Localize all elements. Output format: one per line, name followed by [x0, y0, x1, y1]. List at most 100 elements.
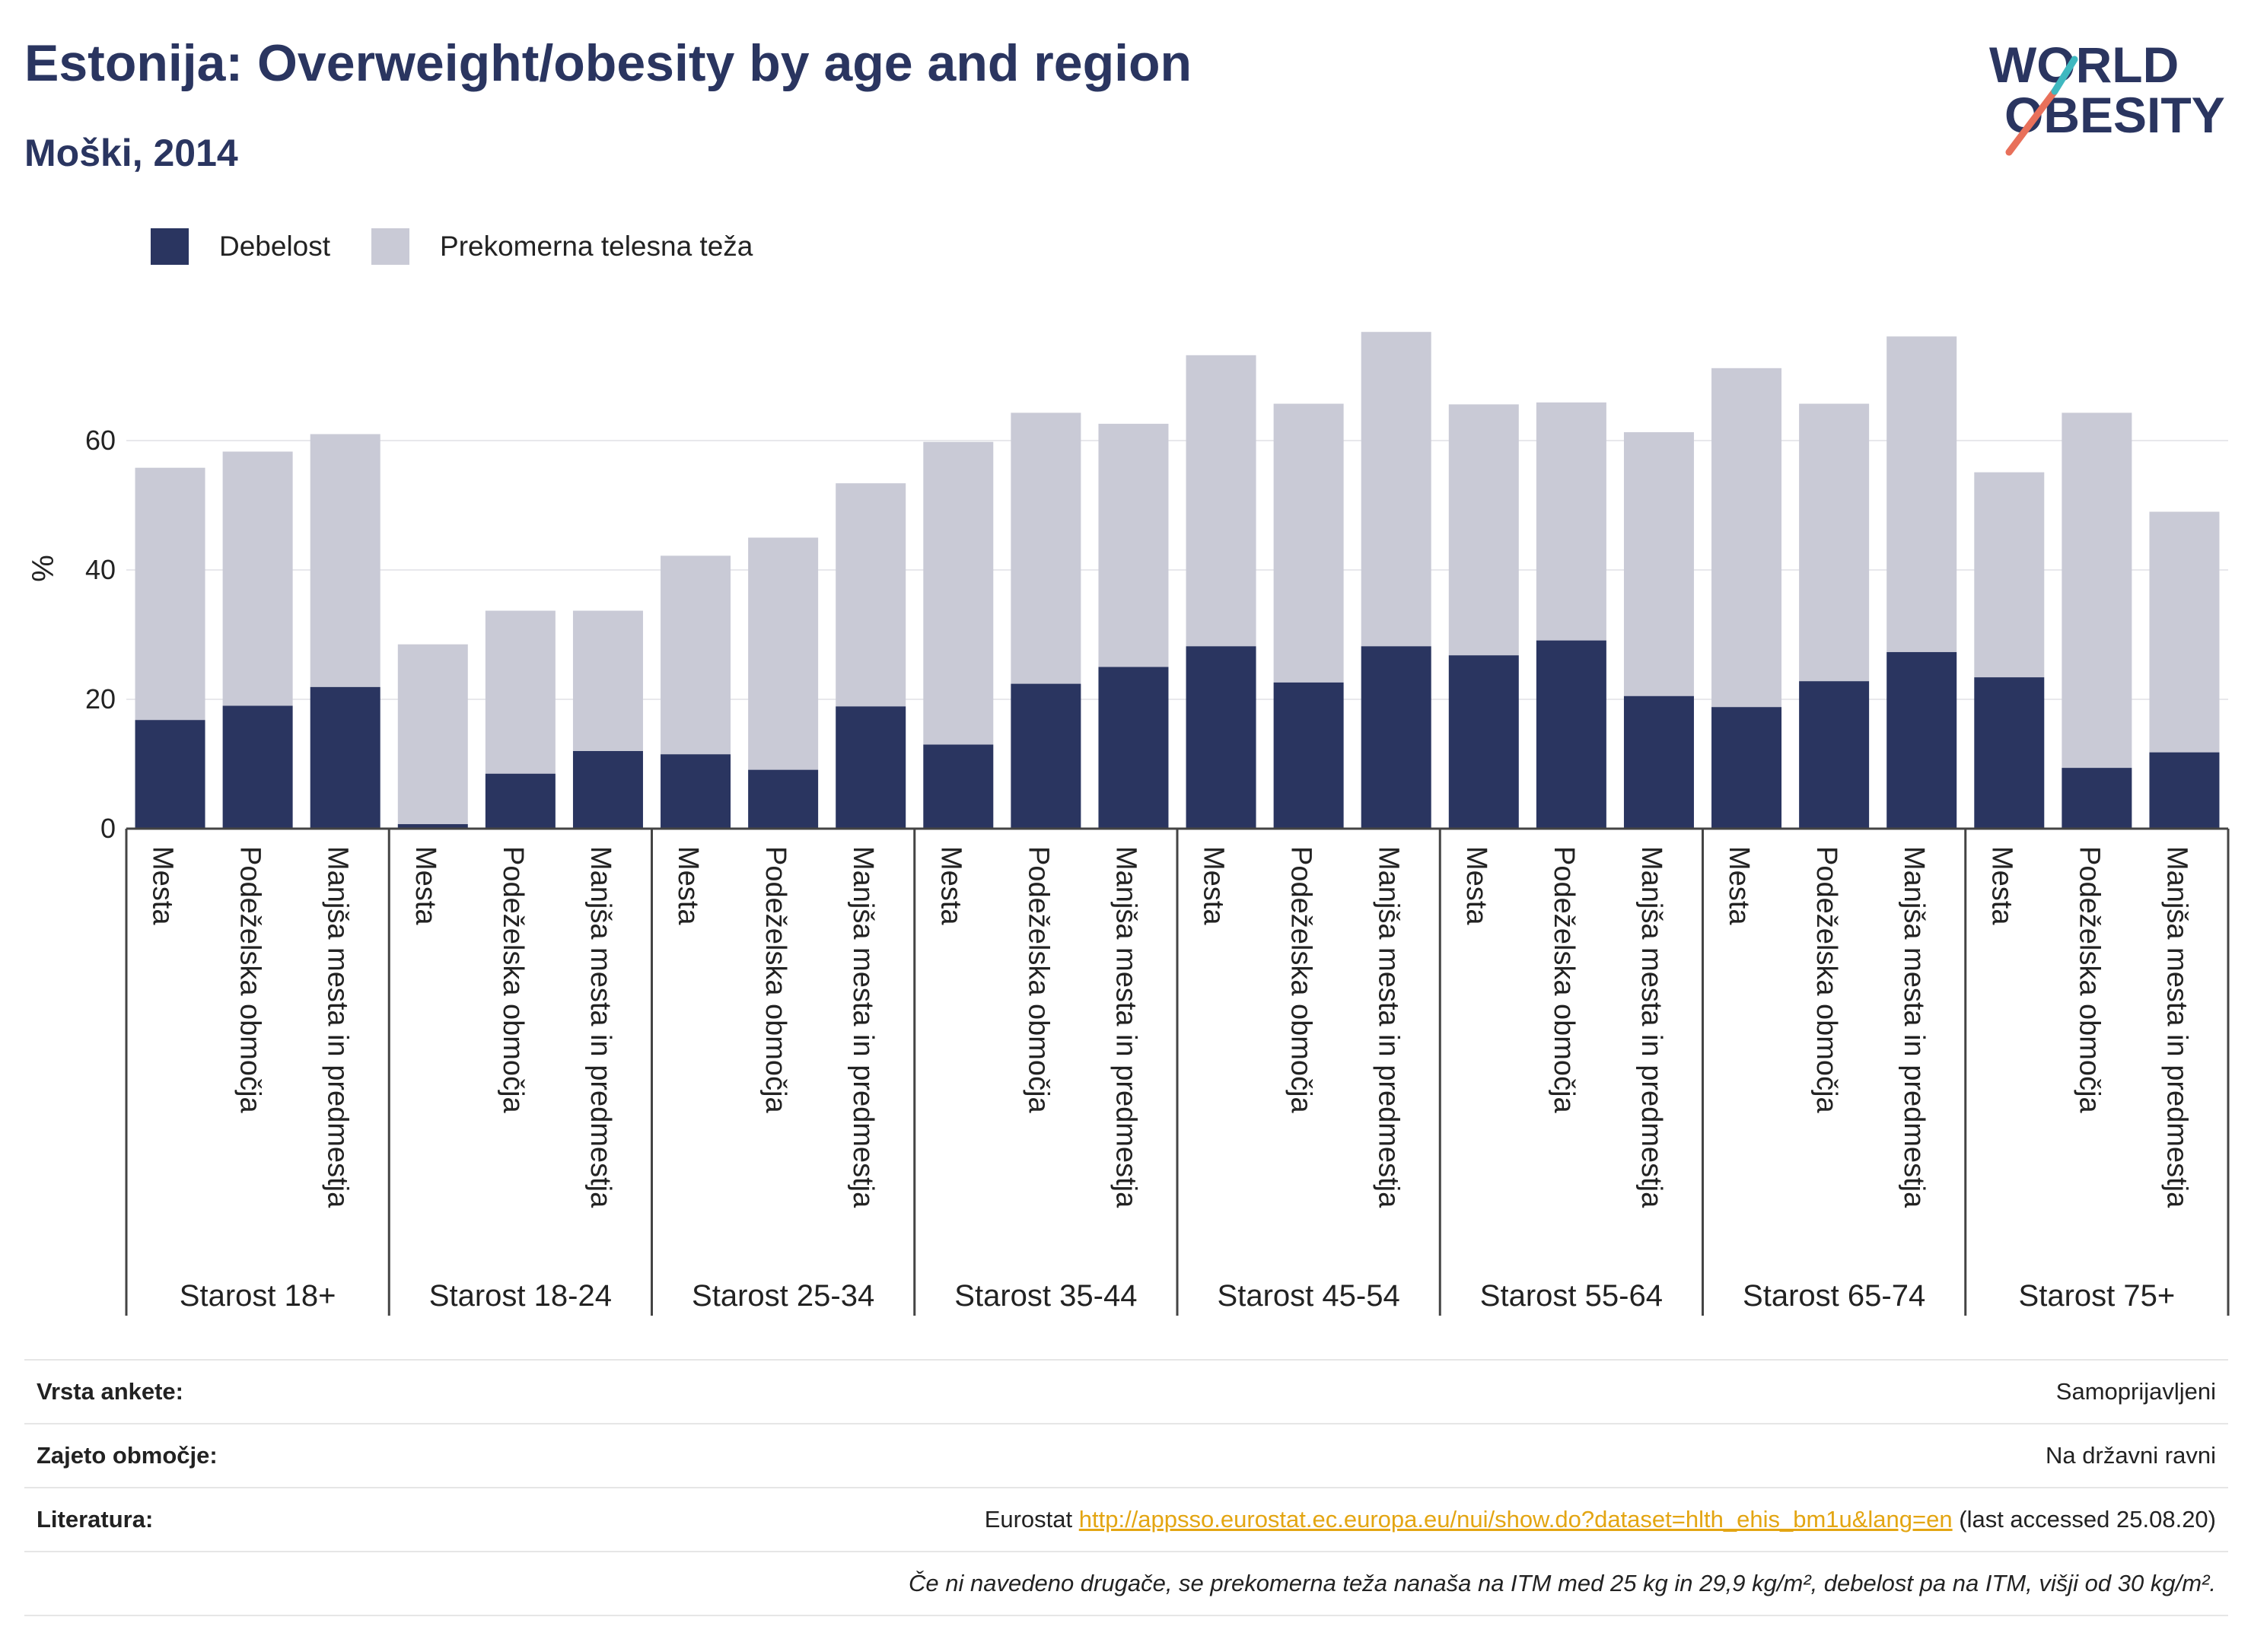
info-row-reference: Literatura: Eurostat http://appsso.euros…	[24, 1487, 2228, 1551]
bar-obesity	[836, 706, 906, 829]
bar-obesity	[1623, 695, 1694, 829]
bar-overweight	[2149, 511, 2220, 753]
bar-overweight	[2062, 412, 2132, 769]
bar-overweight	[397, 644, 468, 825]
bar-obesity	[485, 773, 556, 829]
coverage-value: Na državni ravni	[2046, 1442, 2216, 1469]
y-tick-label: 20	[85, 683, 116, 715]
logo-slash-orange	[2005, 88, 2058, 156]
bar-overweight	[1098, 423, 1169, 667]
x-category-label: Manjša mesta in predmestja	[2160, 846, 2192, 1208]
x-group-label: Starost 18-24	[429, 1279, 612, 1313]
legend-label-obesity: Debelost	[219, 231, 331, 262]
bar-overweight	[1273, 403, 1344, 683]
reference-value: Eurostat http://appsso.eurostat.ec.europ…	[985, 1506, 2228, 1533]
bar-obesity	[1886, 651, 1957, 829]
x-group-label: Starost 35-44	[954, 1279, 1137, 1313]
x-category-label: Podeželska območja	[1285, 846, 1317, 1114]
x-category-label: Manjša mesta in predmestja	[1898, 846, 1930, 1208]
x-category-label: Podeželska območja	[1022, 846, 1054, 1114]
bar-overweight	[1974, 472, 2045, 678]
bar-overweight	[1011, 412, 1081, 684]
bar-overweight	[1186, 355, 1256, 647]
bar-overweight	[310, 434, 380, 687]
bar-overweight	[1886, 336, 1957, 652]
bar-obesity	[1448, 655, 1519, 829]
world-obesity-logo: WORLD OBESITY	[1989, 37, 2225, 156]
bar-obesity	[1273, 682, 1344, 829]
bar-obesity	[1974, 677, 2045, 829]
reference-link[interactable]: http://appsso.eurostat.ec.europa.eu/nui/…	[1078, 1506, 1953, 1533]
bar-obesity	[2062, 768, 2132, 829]
x-category-label: Manjša mesta in predmestja	[322, 846, 354, 1208]
x-category-label: Manjša mesta in predmestja	[584, 846, 616, 1208]
bar-obesity	[1361, 646, 1431, 829]
legend-label-overweight: Prekomerna telesna teža	[440, 231, 753, 262]
x-group-label: Starost 18+	[180, 1279, 336, 1313]
x-group-label: Starost 25-34	[692, 1279, 874, 1313]
stacked-bar-chart: 0 20 40 60% Mesta Podeželska območja Manjša me…	[27, 332, 2230, 1316]
bar-overweight	[1361, 332, 1431, 647]
bar-overweight	[661, 555, 731, 755]
bar-obesity	[661, 754, 731, 829]
bar-obesity	[1536, 640, 1606, 829]
survey-type-value: Samoprijavljeni	[2055, 1378, 2216, 1405]
x-group-label: Starost 65-74	[1743, 1279, 1925, 1313]
bar-obesity	[572, 751, 643, 829]
x-category-label: Manjša mesta in predmestja	[1110, 846, 1141, 1208]
bar-obesity	[397, 824, 468, 829]
x-category-label: Podeželska območja	[2073, 846, 2105, 1114]
x-category-label: Podeželska območja	[497, 846, 529, 1114]
reference-suffix: (last accessed 25.08.20)	[1959, 1506, 2216, 1533]
bar-obesity	[1011, 683, 1081, 829]
info-row-coverage: Zajeto območje: Na državni ravni	[24, 1423, 2228, 1487]
bar-overweight	[1536, 402, 1606, 641]
x-group-label: Starost 45-54	[1218, 1279, 1400, 1313]
bar-obesity	[1098, 667, 1169, 829]
x-category-label: Podeželska območja	[234, 846, 266, 1114]
bar-overweight	[1799, 403, 1870, 682]
x-category-label: Mesta	[1723, 846, 1755, 925]
bar-obesity	[2149, 752, 2220, 829]
x-category-label: Mesta	[672, 846, 704, 925]
x-category-label: Manjša mesta in predmestja	[1635, 846, 1667, 1208]
logo-slash-teal	[2051, 56, 2078, 95]
bar-overweight	[836, 483, 906, 707]
info-row-survey-type: Vrsta ankete: Samoprijavljeni	[24, 1359, 2228, 1423]
coverage-label: Zajeto območje:	[37, 1442, 218, 1469]
legend-item-overweight[interactable]: Prekomerna telesna teža	[371, 228, 753, 265]
x-category-label: Podeželska območja	[1548, 846, 1580, 1114]
legend-swatch-obesity	[151, 228, 189, 265]
bar-overweight	[572, 610, 643, 751]
survey-type-label: Vrsta ankete:	[37, 1378, 183, 1405]
reference-prefix: Eurostat	[984, 1506, 1073, 1533]
bar-overweight	[485, 610, 556, 774]
y-tick-label: 0	[100, 813, 116, 844]
x-category-label: Mesta	[1985, 846, 2017, 925]
bar-obesity	[135, 720, 205, 829]
bar-overweight	[1623, 431, 1694, 696]
logo-line1: WORLD	[1989, 37, 2179, 93]
bar-obesity	[1799, 681, 1870, 829]
bar-obesity	[310, 686, 380, 829]
x-group-label: Starost 55-64	[1480, 1279, 1663, 1313]
x-category-label: Podeželska območja	[759, 846, 791, 1114]
bar-overweight	[923, 441, 994, 745]
bar-obesity	[1186, 646, 1256, 829]
bar-overweight	[1711, 368, 1782, 708]
reference-label: Literatura:	[37, 1506, 154, 1533]
x-category-label: Mesta	[147, 846, 179, 925]
y-tick-label: 40	[85, 554, 116, 585]
x-category-label: Mesta	[934, 846, 966, 925]
x-category-label: Mesta	[1198, 846, 1230, 925]
y-axis-label: %	[27, 555, 60, 582]
bar-overweight	[748, 537, 819, 770]
bar-obesity	[748, 769, 819, 829]
x-category-label: Manjša mesta in predmestja	[1373, 846, 1405, 1208]
page-title: Estonija: Overweight/obesity by age and …	[24, 34, 1192, 92]
bar-overweight	[135, 467, 205, 721]
legend-item-obesity[interactable]: Debelost	[151, 228, 330, 265]
bar-obesity	[222, 705, 293, 829]
bar-obesity	[923, 744, 994, 829]
bar-overweight	[1448, 404, 1519, 656]
